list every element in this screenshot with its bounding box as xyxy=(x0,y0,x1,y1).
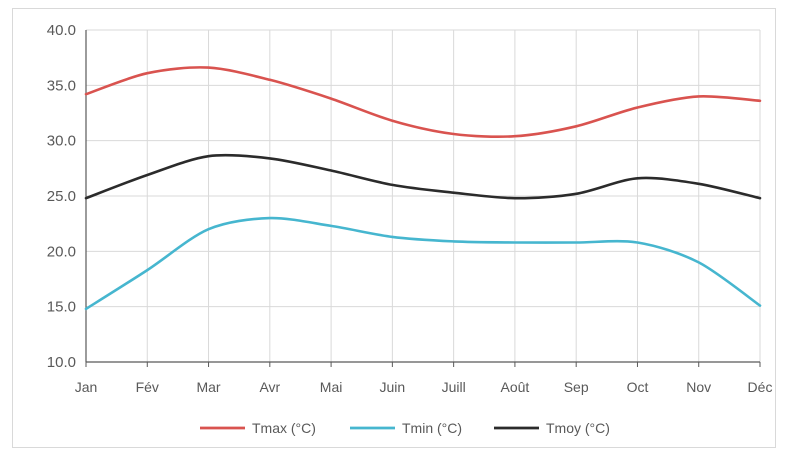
x-tick-label: Avr xyxy=(259,379,280,395)
y-tick-labels: 10.0 15.0 20.0 25.0 30.0 35.0 40.0 xyxy=(47,22,76,371)
legend-label: Tmin (°C) xyxy=(402,420,462,436)
x-tick-label: Oct xyxy=(627,379,649,395)
x-tick-label: Sep xyxy=(564,379,589,395)
x-tick-label: Mai xyxy=(320,379,343,395)
legend-item-tmax: Tmax (°C) xyxy=(200,420,316,436)
series-line-tmoy xyxy=(84,153,762,200)
axes xyxy=(85,30,761,367)
series-lines xyxy=(84,66,762,311)
y-tick-label: 30.0 xyxy=(47,133,76,150)
series-line-tmax xyxy=(84,66,762,138)
y-tick-label: 25.0 xyxy=(47,188,76,205)
x-tick-label: Fév xyxy=(136,379,159,395)
x-tick-label: Juill xyxy=(442,379,466,395)
y-tick-label: 15.0 xyxy=(47,299,76,316)
legend-label: Tmoy (°C) xyxy=(546,420,610,436)
x-tick-label: Mar xyxy=(196,379,220,395)
x-tick-label: Jan xyxy=(75,379,98,395)
legend: Tmax (°C) Tmin (°C) Tmoy (°C) xyxy=(200,420,610,436)
x-tick-label: Juin xyxy=(380,379,406,395)
y-tick-label: 10.0 xyxy=(47,354,76,371)
legend-label: Tmax (°C) xyxy=(252,420,316,436)
y-tick-label: 20.0 xyxy=(47,243,76,260)
series-line-tmin xyxy=(84,216,762,311)
legend-item-tmin: Tmin (°C) xyxy=(350,420,462,436)
x-tick-label: Déc xyxy=(748,379,773,395)
y-tick-label: 40.0 xyxy=(47,22,76,39)
grid-lines xyxy=(86,29,761,362)
x-tick-label: Août xyxy=(501,379,530,395)
x-tick-labels: Jan Fév Mar Avr Mai Juin Juill Août Sep Oct Nov Déc xyxy=(75,379,773,395)
chart-frame xyxy=(12,8,776,448)
legend-item-tmoy: Tmoy (°C) xyxy=(494,420,610,436)
x-tick-label: Nov xyxy=(686,379,711,395)
y-tick-label: 35.0 xyxy=(47,77,76,94)
